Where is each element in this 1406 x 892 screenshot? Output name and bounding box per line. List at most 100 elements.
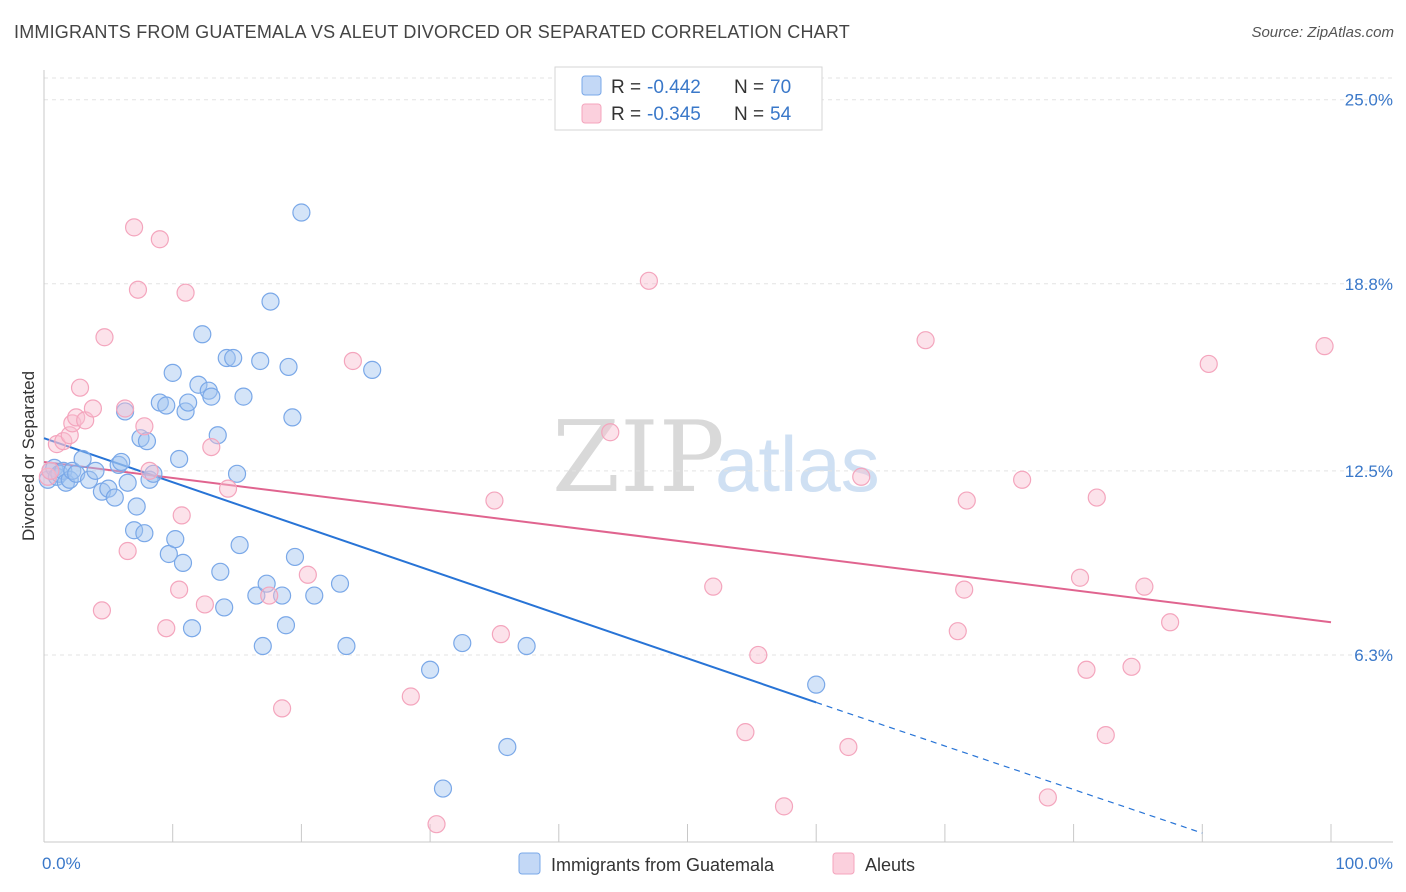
point-guatemala [305,586,324,605]
point-aleuts [157,619,176,638]
point-guatemala [79,470,99,489]
trend-line-aleuts [43,460,1332,624]
point-guatemala [166,530,185,549]
point-aleuts [1135,577,1154,596]
point-aleuts [1038,788,1057,807]
point-guatemala [285,547,305,567]
source-note: Source: ZipAtlas.com [1251,24,1394,41]
point-aleuts [260,586,279,605]
point-guatemala [257,574,276,593]
point-aleuts [1087,488,1106,507]
point-guatemala [337,636,356,656]
legend-n-value-1: 70 [770,77,791,98]
point-aleuts [70,378,90,397]
point-guatemala [135,524,154,543]
point-guatemala [807,675,826,694]
data-points [38,203,1334,834]
point-guatemala [211,562,230,581]
point-guatemala [433,779,453,798]
point-aleuts [195,595,214,614]
point-guatemala [127,497,146,516]
point-guatemala [163,363,182,382]
point-guatemala [498,737,517,757]
point-guatemala [253,636,272,656]
legend-r-value-1: -0.442 [647,77,701,98]
point-aleuts [957,491,976,510]
point-guatemala [170,449,189,469]
point-aleuts [115,399,135,418]
series-legend-swatch-aleuts [832,852,855,875]
point-guatemala [363,360,382,379]
point-aleuts [124,218,144,237]
point-aleuts [427,815,446,834]
point-aleuts [218,479,238,498]
point-aleuts [601,423,620,442]
point-guatemala [215,598,234,617]
point-aleuts [140,461,159,480]
y-tick-label: 18.8% [1345,275,1393,294]
point-guatemala [179,393,198,412]
point-aleuts [774,797,794,816]
legend-n-value-2: 54 [770,104,792,125]
point-guatemala [112,452,131,472]
legend-swatch-pink [581,103,602,124]
point-guatemala [173,553,193,572]
point-aleuts [343,351,362,371]
point-aleuts [1122,657,1141,676]
point-aleuts [1077,660,1096,679]
point-guatemala [421,660,440,679]
point-aleuts [852,467,871,486]
point-guatemala [73,449,92,469]
point-aleuts [128,280,148,299]
point-aleuts [135,417,154,436]
point-aleuts [172,506,191,525]
legend-swatch-blue [581,75,602,96]
legend-r-value-2: -0.345 [647,104,701,125]
trend-lines [43,437,1332,834]
point-guatemala [230,535,249,555]
chart-title: IMMIGRANTS FROM GUATEMALA VS ALEUT DIVOR… [14,22,850,42]
point-guatemala [247,586,266,605]
point-guatemala [202,387,221,406]
point-guatemala [182,619,202,638]
watermark-atlas: atlas [715,420,880,508]
trend-line-extension [816,701,1203,834]
point-guatemala [283,408,302,427]
point-aleuts [60,426,79,445]
series-legend: Immigrants from Guatemala Aleuts [518,852,915,875]
legend-n-label-1: N = [734,77,764,98]
legend-r-label-1: R = [611,77,641,98]
point-guatemala [292,203,311,222]
point-aleuts [639,271,658,290]
point-guatemala [261,292,280,311]
watermark-zip: ZIP [552,401,725,515]
point-aleuts [176,283,195,302]
point-aleuts [955,580,974,599]
point-aleuts [401,687,420,706]
point-aleuts [491,625,510,644]
point-aleuts [298,565,317,584]
point-aleuts [1013,470,1032,489]
point-aleuts [1096,726,1115,745]
point-aleuts [1070,568,1090,587]
point-aleuts [916,331,935,350]
point-aleuts [83,399,103,418]
y-tick-label: 12.5% [1345,462,1393,481]
point-aleuts [95,328,114,347]
point-guatemala [453,633,472,653]
y-axis-label: Divorced or Separated [19,371,38,541]
stats-legend: R = -0.442 N = 70 R = -0.345 N = 54 [554,66,823,131]
point-aleuts [1315,337,1334,356]
point-aleuts [170,580,189,599]
point-guatemala [109,455,128,475]
point-guatemala [137,432,157,451]
point-guatemala [217,348,236,368]
point-aleuts [150,230,169,249]
series-legend-label-guatemala: Immigrants from Guatemala [551,855,775,875]
point-guatemala [224,348,243,368]
point-aleuts [736,723,755,742]
point-guatemala [99,479,118,498]
point-aleuts [272,699,292,718]
point-guatemala [276,616,296,635]
